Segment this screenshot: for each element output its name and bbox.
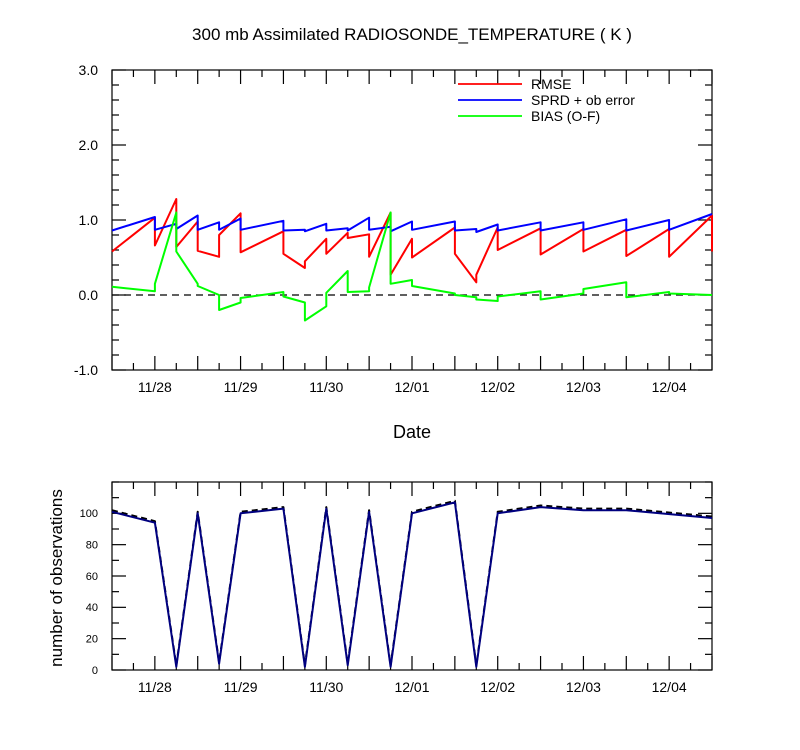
y-tick-label: 0 bbox=[92, 665, 98, 677]
x-axis-label: Date bbox=[393, 422, 431, 442]
x-tick-label: 11/29 bbox=[224, 379, 258, 395]
x-tick-label: 12/01 bbox=[394, 379, 429, 395]
x-tick-label: 12/01 bbox=[394, 679, 429, 695]
series-line-dashed bbox=[111, 499, 713, 667]
y-tick-label: 2.0 bbox=[79, 137, 99, 153]
bottom-plot-panel: 11/28 11/29 11/30 12/01 12/02 12/03 12/04 0 20 40… bbox=[80, 481, 713, 695]
y-tick-label: 80 bbox=[86, 540, 98, 552]
x-tick-label: 12/03 bbox=[566, 679, 601, 695]
y-tick-label: 3.0 bbox=[79, 62, 99, 78]
x-tick-label: 11/30 bbox=[309, 679, 343, 695]
x-tick-label: 11/30 bbox=[309, 379, 343, 395]
x-tick-label: 11/28 bbox=[138, 679, 172, 695]
x-tick-label: 12/02 bbox=[480, 379, 515, 395]
y-axis-label-observations: number of observations bbox=[47, 489, 66, 667]
x-tick-label: 12/03 bbox=[566, 379, 601, 395]
top-plot-panel: 11/28 11/29 11/30 12/01 12/02 12/03 12/04 -1.0 0… bbox=[74, 62, 713, 395]
legend-label: BIAS (O-F) bbox=[531, 108, 600, 124]
x-tick-label: 12/04 bbox=[652, 679, 687, 695]
x-tick-label: 12/02 bbox=[480, 679, 515, 695]
chart-title: 300 mb Assimilated RADIOSONDE_TEMPERATUR… bbox=[192, 25, 632, 44]
y-tick-label: 40 bbox=[86, 602, 98, 614]
series-line-solid bbox=[111, 501, 713, 668]
y-tick-label: 0.0 bbox=[79, 287, 99, 303]
series-line-bias-o-f bbox=[111, 211, 713, 322]
legend-label: RMSE bbox=[531, 76, 571, 92]
y-tick-label: 100 bbox=[80, 508, 98, 520]
x-tick-label: 12/04 bbox=[652, 379, 687, 395]
series-line-rmse bbox=[111, 198, 713, 284]
y-tick-label: 1.0 bbox=[79, 212, 99, 228]
y-tick-label: -1.0 bbox=[74, 362, 98, 378]
legend-label: SPRD + ob error bbox=[531, 92, 635, 108]
y-tick-label: 20 bbox=[86, 634, 98, 646]
x-tick-label: 11/28 bbox=[138, 379, 172, 395]
series-line-sprd-ob-error bbox=[111, 213, 713, 233]
y-tick-label: 60 bbox=[86, 571, 98, 583]
x-tick-label: 11/29 bbox=[224, 679, 258, 695]
